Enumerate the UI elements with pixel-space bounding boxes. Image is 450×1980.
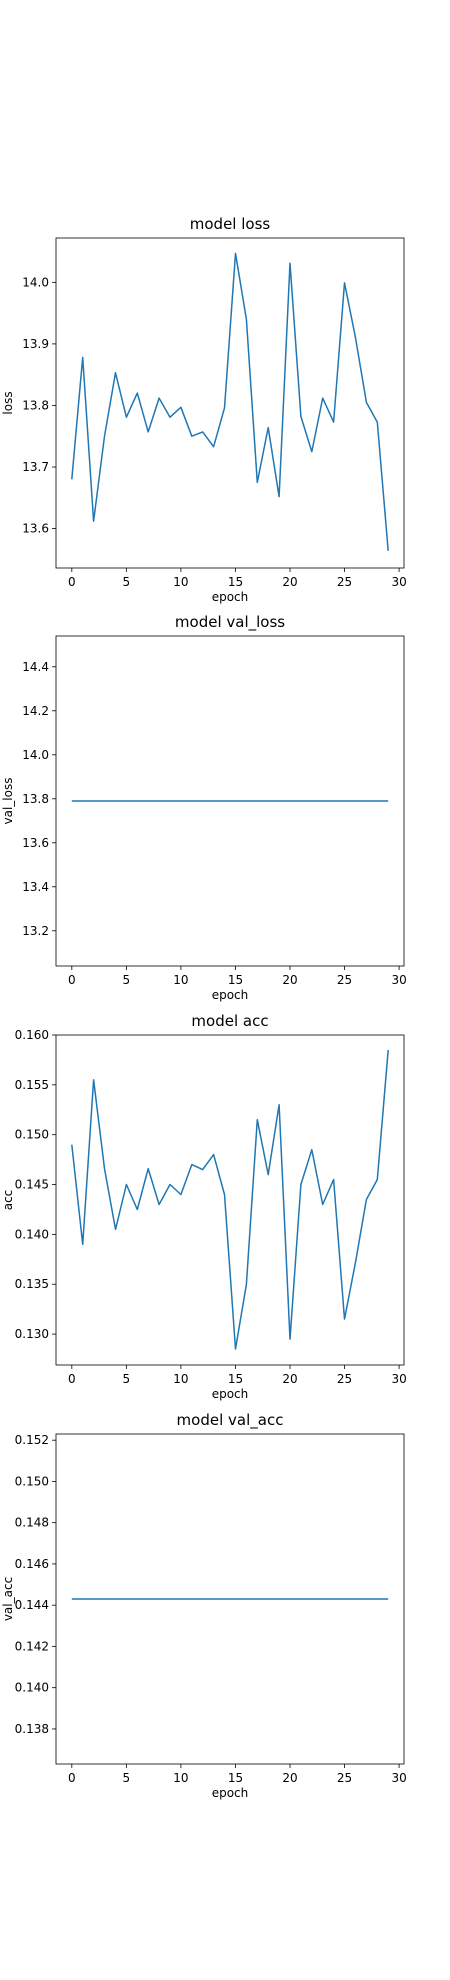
y-tick-label: 0.160 xyxy=(15,1028,49,1042)
x-tick-label: 10 xyxy=(173,1372,188,1386)
x-tick-label: 0 xyxy=(68,1771,76,1785)
x-tick-label: 20 xyxy=(282,575,297,589)
chart-4: model val_acc 0 5 10 15 20 25 30 0.138 0.140 0.142… xyxy=(1,1411,407,1800)
axes-frame xyxy=(55,1433,405,1765)
y-tick-label: 0.152 xyxy=(15,1433,49,1447)
y-tick-label: 0.148 xyxy=(15,1516,49,1530)
y-axis-label: val_acc xyxy=(1,1577,15,1621)
y-axis-label: val_loss xyxy=(1,778,15,825)
x-tick-label: 15 xyxy=(228,973,243,987)
y-tick-label: 14.0 xyxy=(22,275,49,289)
y-tick-label: 13.6 xyxy=(22,836,49,850)
x-tick-label: 10 xyxy=(173,973,188,987)
x-tick-label: 20 xyxy=(282,1372,297,1386)
y-tick-label: 0.130 xyxy=(15,1327,49,1341)
y-tick-label: 14.2 xyxy=(22,704,49,718)
x-tick-label: 30 xyxy=(391,1372,406,1386)
y-tick-label: 0.150 xyxy=(15,1474,49,1488)
x-axis-label: epoch xyxy=(212,1786,249,1800)
y-axis-label: acc xyxy=(1,1190,15,1211)
y-tick-label: 14.0 xyxy=(22,748,49,762)
x-tick-label: 30 xyxy=(391,1771,406,1785)
y-tick-label: 0.142 xyxy=(15,1639,49,1653)
x-tick-label: 5 xyxy=(123,575,131,589)
x-tick-label: 5 xyxy=(123,1372,131,1386)
x-tick-label: 5 xyxy=(123,973,131,987)
chart-2: model val_loss 0 5 10 15 20 25 30 13.2 13.4 13.6 13… xyxy=(1,613,407,1002)
y-tick-label: 13.8 xyxy=(22,398,49,412)
x-tick-label: 15 xyxy=(228,575,243,589)
y-tick-label: 13.4 xyxy=(22,880,49,894)
y-tick-label: 0.140 xyxy=(15,1681,49,1695)
chart-title: model acc xyxy=(191,1012,268,1030)
x-tick-label: 10 xyxy=(173,1771,188,1785)
y-tick-label: 13.9 xyxy=(22,337,49,351)
x-tick-label: 30 xyxy=(391,973,406,987)
chart-title: model val_acc xyxy=(177,1411,284,1430)
chart-title: model loss xyxy=(190,215,271,233)
axes-frame xyxy=(55,1034,405,1366)
y-axis-label: loss xyxy=(1,391,15,414)
axes-frame xyxy=(55,635,405,967)
y-tick-label: 0.150 xyxy=(15,1128,49,1142)
x-axis-label: epoch xyxy=(212,1387,249,1401)
y-tick-label: 14.4 xyxy=(22,660,49,674)
y-tick-label: 0.135 xyxy=(15,1277,49,1291)
y-tick-label: 0.155 xyxy=(15,1078,49,1092)
x-tick-label: 5 xyxy=(123,1771,131,1785)
x-tick-label: 30 xyxy=(391,575,406,589)
series-line xyxy=(71,252,389,551)
y-tick-label: 0.140 xyxy=(15,1227,49,1241)
x-tick-label: 15 xyxy=(228,1372,243,1386)
x-tick-label: 0 xyxy=(68,575,76,589)
chart-1: model loss 0 5 10 15 20 25 30 13.6 13.7 13.8 13.9 14… xyxy=(1,215,407,604)
x-tick-label: 0 xyxy=(68,1372,76,1386)
x-tick-label: 25 xyxy=(337,1771,352,1785)
y-tick-label: 13.6 xyxy=(22,522,49,536)
y-tick-label: 0.145 xyxy=(15,1178,49,1192)
y-tick-label: 0.146 xyxy=(15,1557,49,1571)
y-tick-label: 0.138 xyxy=(15,1722,49,1736)
x-tick-label: 10 xyxy=(173,575,188,589)
y-tick-label: 13.2 xyxy=(22,924,49,938)
y-tick-label: 13.7 xyxy=(22,460,49,474)
y-tick-label: 0.144 xyxy=(15,1598,49,1612)
series-line xyxy=(71,1049,389,1350)
x-axis-label: epoch xyxy=(212,590,249,604)
axes-frame xyxy=(55,237,405,569)
x-tick-label: 25 xyxy=(337,1372,352,1386)
x-axis-label: epoch xyxy=(212,988,249,1002)
x-tick-label: 25 xyxy=(337,575,352,589)
x-tick-label: 15 xyxy=(228,1771,243,1785)
x-tick-label: 0 xyxy=(68,973,76,987)
y-tick-label: 13.8 xyxy=(22,792,49,806)
chart-3: model acc 0 5 10 15 20 25 30 0.130 0.135 0.140 0.14… xyxy=(1,1012,407,1401)
x-tick-label: 20 xyxy=(282,973,297,987)
chart-title: model val_loss xyxy=(175,613,285,632)
x-tick-label: 25 xyxy=(337,973,352,987)
x-tick-label: 20 xyxy=(282,1771,297,1785)
